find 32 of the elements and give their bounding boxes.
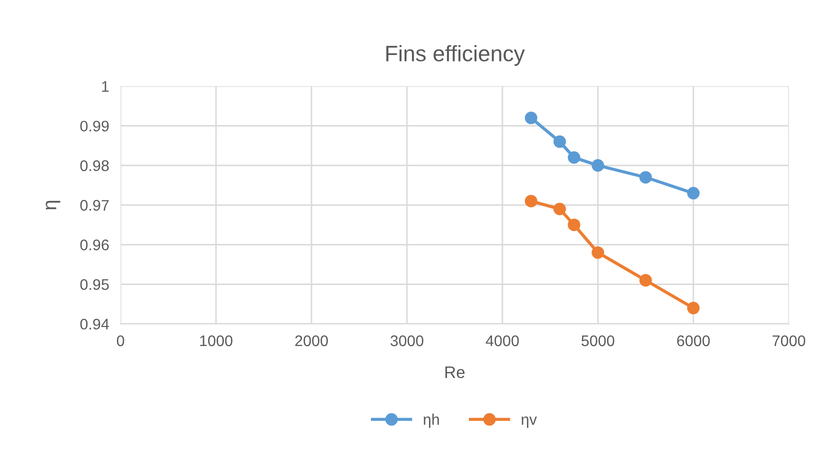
point [687,302,700,314]
chart-title: Fins efficiency [386,45,525,66]
point [568,151,580,164]
legend-label: ηh [424,414,439,428]
point [592,246,604,259]
x-tick-label: 2000 [295,335,328,346]
point [639,171,652,184]
x-tick-label: 1000 [200,335,232,346]
y-tick-label: 0.95 [80,279,109,290]
x-axis-title: Re [445,366,465,378]
point [639,274,652,287]
y-tick-label: 0.96 [80,240,109,250]
y-axis-title: η [46,200,60,210]
x-tick-label: 0 [116,335,124,346]
point [687,186,700,200]
point [553,135,566,148]
y-tick-label: 0.98 [80,160,109,172]
y-tick-label: 0.97 [80,200,109,211]
point [553,202,566,216]
x-tick-label: 5000 [582,335,614,346]
point [524,194,538,208]
x-tick-label: 4000 [486,335,519,346]
y-tick-label: 0.99 [80,120,109,132]
x-tick-label: 6000 [677,335,710,346]
x-tick-label: 7000 [772,335,806,346]
point [592,159,604,172]
point [568,218,580,232]
x-tick-label: 3000 [390,335,424,346]
y-tick-label: 0.94 [80,318,109,330]
y-tick-label: 1 [102,81,109,92]
legend-label: ηv [522,416,537,428]
point [524,112,538,124]
